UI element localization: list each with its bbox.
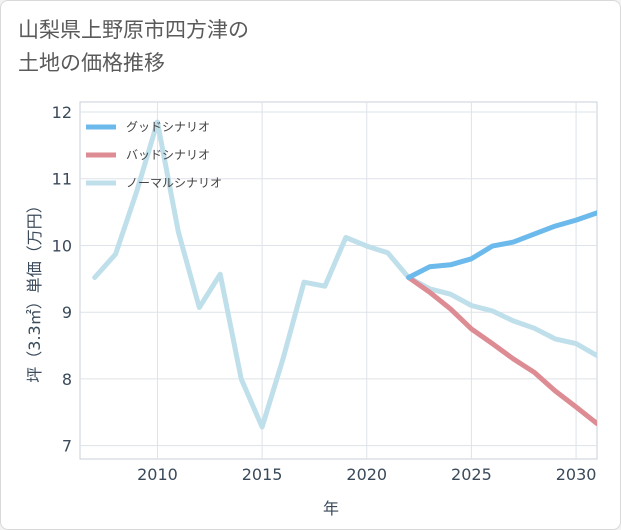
y-axis-title: 坪（3.3㎡）単価（万円） — [25, 197, 44, 382]
x-tick-label: 2010 — [137, 465, 178, 484]
y-tick-label: 12 — [52, 103, 72, 122]
x-tick-labels: 2010 2015 2020 2025 2030 — [137, 465, 596, 484]
y-tick-label: 9 — [62, 303, 72, 322]
chart-title: 山梨県上野原市四方津の 土地の価格推移 — [18, 18, 249, 75]
y-tick-label: 11 — [52, 170, 72, 189]
series-lines — [92, 119, 597, 430]
legend-label: グッドシナリオ — [126, 120, 210, 134]
series-line-1 — [406, 210, 597, 280]
x-axis-title: 年 — [323, 499, 339, 518]
y-tick-labels: 7 8 9 10 11 12 — [52, 103, 72, 456]
series-line-3 — [92, 119, 597, 430]
grid-lines — [80, 102, 597, 459]
x-tick-label: 2030 — [556, 465, 597, 484]
y-tick-label: 8 — [62, 370, 72, 389]
x-tick-label: 2015 — [242, 465, 283, 484]
y-tick-label: 10 — [52, 236, 72, 255]
legend-label: ノーマルシナリオ — [126, 176, 222, 190]
legend-label: バッドシナリオ — [126, 148, 210, 162]
series-line-2 — [406, 275, 597, 427]
y-tick-label: 7 — [62, 437, 72, 456]
x-tick-label: 2020 — [346, 465, 387, 484]
x-tick-label: 2025 — [451, 465, 492, 484]
